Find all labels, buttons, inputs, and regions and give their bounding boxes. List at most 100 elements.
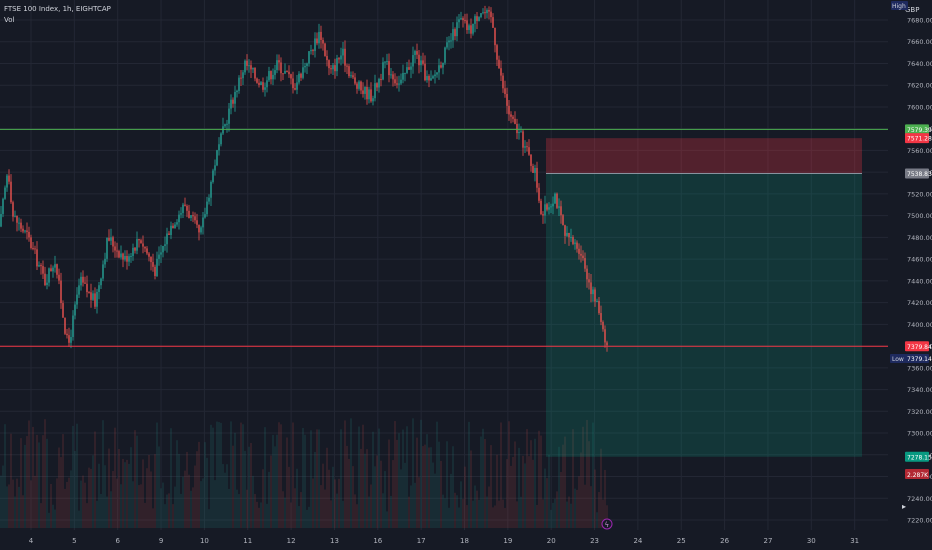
volume-bar (596, 512, 598, 528)
candle-body (144, 246, 146, 249)
volume-bar (364, 453, 366, 528)
candle-body (22, 228, 24, 232)
candle-body (580, 253, 582, 256)
volume-bar (572, 429, 574, 528)
price-tick-label: 7680.00 (907, 17, 932, 25)
candle-body (56, 264, 58, 275)
volume-bar (480, 436, 482, 528)
candle-body (516, 123, 518, 134)
volume-bar (546, 478, 548, 528)
volume-bar (522, 455, 524, 528)
volume-bar (28, 420, 30, 528)
candle-body (510, 114, 512, 117)
candle-body (582, 255, 584, 259)
volume-bar (416, 437, 418, 528)
volume-bar (60, 457, 62, 528)
candle-body (550, 206, 552, 208)
time-tick-label: 6 (115, 537, 120, 545)
candle-body (238, 77, 240, 91)
volume-bar (588, 441, 590, 528)
candle-body (356, 83, 358, 89)
volume-bar (160, 488, 162, 528)
event-marker[interactable]: ϟ (601, 518, 613, 530)
candle-body (66, 333, 68, 336)
volume-bar (536, 504, 538, 528)
candle-body (276, 60, 278, 71)
candle-body (344, 48, 346, 66)
volume-bar (532, 459, 534, 528)
volume-bar (208, 509, 210, 528)
candle-body (336, 58, 338, 72)
candle-body (378, 78, 380, 88)
volume-bar (72, 425, 74, 528)
volume-bar (390, 495, 392, 528)
volume-bar (478, 499, 480, 528)
volume-bar (214, 480, 216, 528)
volume-bar (402, 429, 404, 528)
time-tick-label: 11 (243, 537, 252, 545)
candle-body (164, 244, 166, 246)
candle-body (236, 90, 238, 93)
candle-body (278, 60, 280, 63)
candle-body (342, 48, 344, 56)
volume-bar (138, 485, 140, 528)
volume-bar (124, 462, 126, 528)
candle-body (294, 88, 296, 90)
symbol-title[interactable]: FTSE 100 Index, 1h, EIGHTCAP (4, 5, 111, 13)
candle-body (592, 289, 594, 295)
candle-body (422, 60, 424, 64)
volume-bar (206, 457, 208, 528)
volume-bar (256, 501, 258, 528)
time-axis[interactable]: 4 5 6 9 10 11 12 13 16 17 18 19 20 23 24 25 26 27 30 31 (29, 537, 859, 545)
volume-bar (264, 427, 266, 528)
scroll-arrow-icon[interactable]: ▸ (902, 502, 906, 511)
volume-bar (582, 426, 584, 528)
volume-bar (106, 496, 108, 528)
volume-bar (406, 426, 408, 528)
price-tick-label: 7240.00 (907, 495, 932, 503)
candle-body (166, 233, 168, 245)
volume-bar (452, 446, 454, 528)
candle-body (538, 187, 540, 201)
candle-body (320, 31, 322, 40)
candle-body (318, 31, 320, 44)
price-axis[interactable]: 7220.007240.007260.007280.007300.007320.… (888, 0, 932, 550)
candle-body (52, 267, 54, 272)
resistance-price-badge: 7579.39 (907, 127, 932, 134)
volume-bar (516, 501, 518, 528)
candle-body (408, 67, 410, 70)
volume-bar (442, 494, 444, 528)
volume-badge-box (905, 469, 929, 479)
candle-body (536, 167, 538, 188)
volume-bar (238, 494, 240, 528)
volume-bar (424, 444, 426, 528)
candle-body (208, 197, 210, 202)
volume-bar (76, 423, 78, 528)
volume-bar (144, 502, 146, 528)
candle-body (230, 99, 232, 109)
volume-bar (292, 422, 294, 528)
volume-bar (140, 484, 142, 528)
candle-body (152, 262, 154, 267)
candle-body (54, 264, 56, 268)
volume-bar (156, 422, 158, 528)
candle-body (588, 279, 590, 283)
volume-bar (534, 438, 536, 528)
volume-bar (472, 500, 474, 528)
candle-body (156, 258, 158, 277)
time-tick-label: 24 (633, 537, 642, 545)
volume-bar (418, 477, 420, 528)
candle-body (126, 255, 128, 262)
volume-bar (466, 505, 468, 528)
volume-bar (474, 485, 476, 528)
candle-body (146, 248, 148, 254)
price-tick-label: 7420.00 (907, 299, 932, 307)
volume-bar (184, 470, 186, 528)
price-tick-label: 7320.00 (907, 408, 932, 416)
candle-body (456, 22, 458, 37)
candle-body (258, 82, 260, 85)
volume-bar (428, 447, 430, 528)
volume-indicator-label[interactable]: Vol (4, 16, 15, 24)
volume-bar (538, 430, 540, 528)
